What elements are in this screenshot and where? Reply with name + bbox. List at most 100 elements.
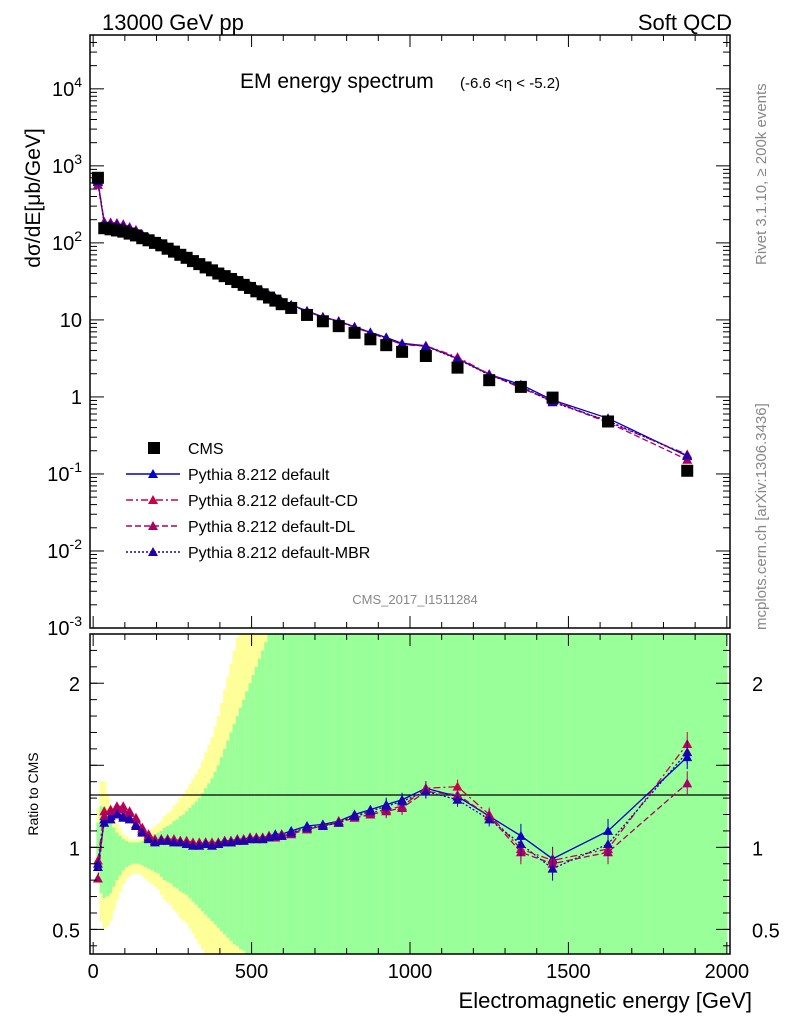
band-inner xyxy=(473,634,506,954)
legend-marker xyxy=(148,547,158,556)
band-inner xyxy=(378,634,395,954)
ratio-point xyxy=(452,781,463,791)
band-inner xyxy=(207,783,211,918)
band-inner xyxy=(251,675,256,954)
legend-label: Pythia 8.212 default-CD xyxy=(188,493,358,510)
ratio-point xyxy=(397,796,408,806)
legend-label: Pythia 8.212 default-MBR xyxy=(188,545,370,562)
band-inner xyxy=(96,822,101,871)
band-inner xyxy=(536,634,570,954)
band-inner xyxy=(242,699,246,951)
ratio-point xyxy=(682,778,693,788)
data-point xyxy=(348,326,361,339)
band-inner xyxy=(105,814,110,897)
legend-marker xyxy=(148,521,158,530)
band-inner xyxy=(134,842,139,864)
band-inner xyxy=(299,634,316,954)
ratio-point xyxy=(302,822,313,832)
band-inner xyxy=(191,804,196,902)
ratio-point xyxy=(452,794,463,804)
ratio-tick-label-right: 1 xyxy=(752,838,763,860)
band-inner xyxy=(181,814,186,894)
data-point xyxy=(451,361,464,374)
ratio-point xyxy=(124,807,135,817)
band-inner xyxy=(166,826,170,882)
band-inner xyxy=(261,650,265,954)
x-tick-label: 500 xyxy=(235,961,268,983)
x-tick-label: 1500 xyxy=(546,961,591,983)
y-tick-label: 10-1 xyxy=(47,459,82,486)
series-line xyxy=(97,181,688,457)
legend-marker xyxy=(148,442,160,454)
ratio-point xyxy=(118,804,129,814)
main-series xyxy=(91,171,694,477)
y-tick-label: 10-3 xyxy=(47,613,82,640)
analysis-id: CMS_2017_I1511284 xyxy=(352,592,478,607)
data-point xyxy=(180,251,193,264)
ratio-point xyxy=(187,840,198,850)
series-point xyxy=(682,450,693,460)
band-inner xyxy=(210,778,215,922)
y-tick-exponent: 3 xyxy=(74,151,82,167)
band-inner xyxy=(112,827,116,887)
band-inner xyxy=(121,839,126,871)
band-inner xyxy=(109,821,113,894)
ratio-ticks: 0.5 0.5 1 1 2 2 xyxy=(52,634,780,954)
legend: CMS Pythia 8.212 default Pythia 8.212 defa… xyxy=(126,441,370,562)
process-label: Soft QCD xyxy=(638,10,732,35)
data-point xyxy=(514,380,527,393)
band-inner xyxy=(185,811,189,895)
ratio-tick-label-right: 2 xyxy=(752,674,763,696)
ratio-point xyxy=(111,809,122,819)
series-line xyxy=(97,180,688,456)
ratio-y-axis-label: Ratio to CMS xyxy=(25,752,41,835)
data-point xyxy=(396,345,409,358)
band-inner xyxy=(238,707,243,950)
data-point xyxy=(546,391,559,404)
ratio-point xyxy=(420,786,431,796)
band-inner xyxy=(505,634,538,954)
y-tick-label: 103 xyxy=(52,151,82,178)
band-inner xyxy=(175,819,180,889)
band-inner xyxy=(169,824,173,884)
ratio-point xyxy=(99,817,110,827)
ratio-point xyxy=(200,839,211,849)
ratio-point xyxy=(137,827,148,837)
series-point xyxy=(452,354,463,364)
ratio-point xyxy=(130,821,141,830)
y-tick-label: 102 xyxy=(52,228,82,255)
band-inner xyxy=(232,724,237,945)
data-point xyxy=(301,308,314,321)
band-inner xyxy=(172,821,177,887)
band-inner xyxy=(194,801,199,905)
band-inner xyxy=(156,832,161,874)
ratio-point xyxy=(105,806,116,816)
y-tick-exponent: -2 xyxy=(70,536,83,552)
ratio-point xyxy=(381,801,392,811)
y-tick-exponent: 4 xyxy=(74,74,82,90)
band-inner xyxy=(264,642,269,954)
x-tick-label: 0 xyxy=(88,961,99,983)
y-axis-label: dσ/dE[μb/GeV] xyxy=(22,128,45,267)
ratio-point xyxy=(130,814,141,824)
band-inner xyxy=(118,835,123,876)
band-inner xyxy=(147,837,151,869)
y-tick-label: 10 xyxy=(60,310,82,332)
ratio-point xyxy=(484,814,495,824)
ratio-point xyxy=(143,834,154,844)
band-inner xyxy=(204,788,208,915)
ratio-series xyxy=(92,731,693,883)
band-inner xyxy=(276,634,281,954)
y-tick-exponent: 2 xyxy=(74,228,82,244)
band-inner xyxy=(257,658,262,954)
band-inner xyxy=(248,683,253,954)
band-inner xyxy=(273,634,278,954)
legend-marker xyxy=(148,495,158,504)
ratio-point xyxy=(232,835,243,845)
legend-label: CMS xyxy=(188,441,224,458)
main-panel: 10-3 10-2 10-1 1 10 102 103 104 EM energy spect… xyxy=(22,34,731,640)
band-inner xyxy=(568,634,649,954)
ratio-point xyxy=(603,825,614,835)
legend-label: Pythia 8.212 default xyxy=(188,467,330,484)
